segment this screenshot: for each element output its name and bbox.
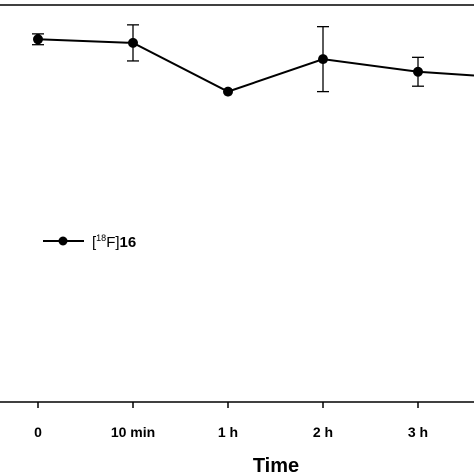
data-point (318, 54, 328, 65)
series-layer (32, 24, 474, 97)
data-point (413, 66, 423, 77)
x-tick-label: 2 h (313, 424, 333, 440)
series-line (37, 38, 474, 93)
legend: [18F]16 (43, 233, 136, 251)
x-axis-title: Time (253, 455, 299, 474)
x-tick-label: 1 h (218, 424, 238, 440)
x-tick-label: 10 min (111, 424, 155, 440)
x-tick-label: 0 (34, 424, 42, 440)
x-ticks (37, 402, 419, 408)
data-point (33, 34, 43, 45)
data-point (223, 86, 233, 97)
legend-marker (58, 236, 68, 246)
x-tick-label: 3 h (408, 424, 428, 440)
legend-label: [18F]16 (92, 233, 136, 251)
x-tick-labels: 0 10 min 1 h 2 h 3 h (34, 424, 428, 440)
data-point (128, 37, 138, 48)
